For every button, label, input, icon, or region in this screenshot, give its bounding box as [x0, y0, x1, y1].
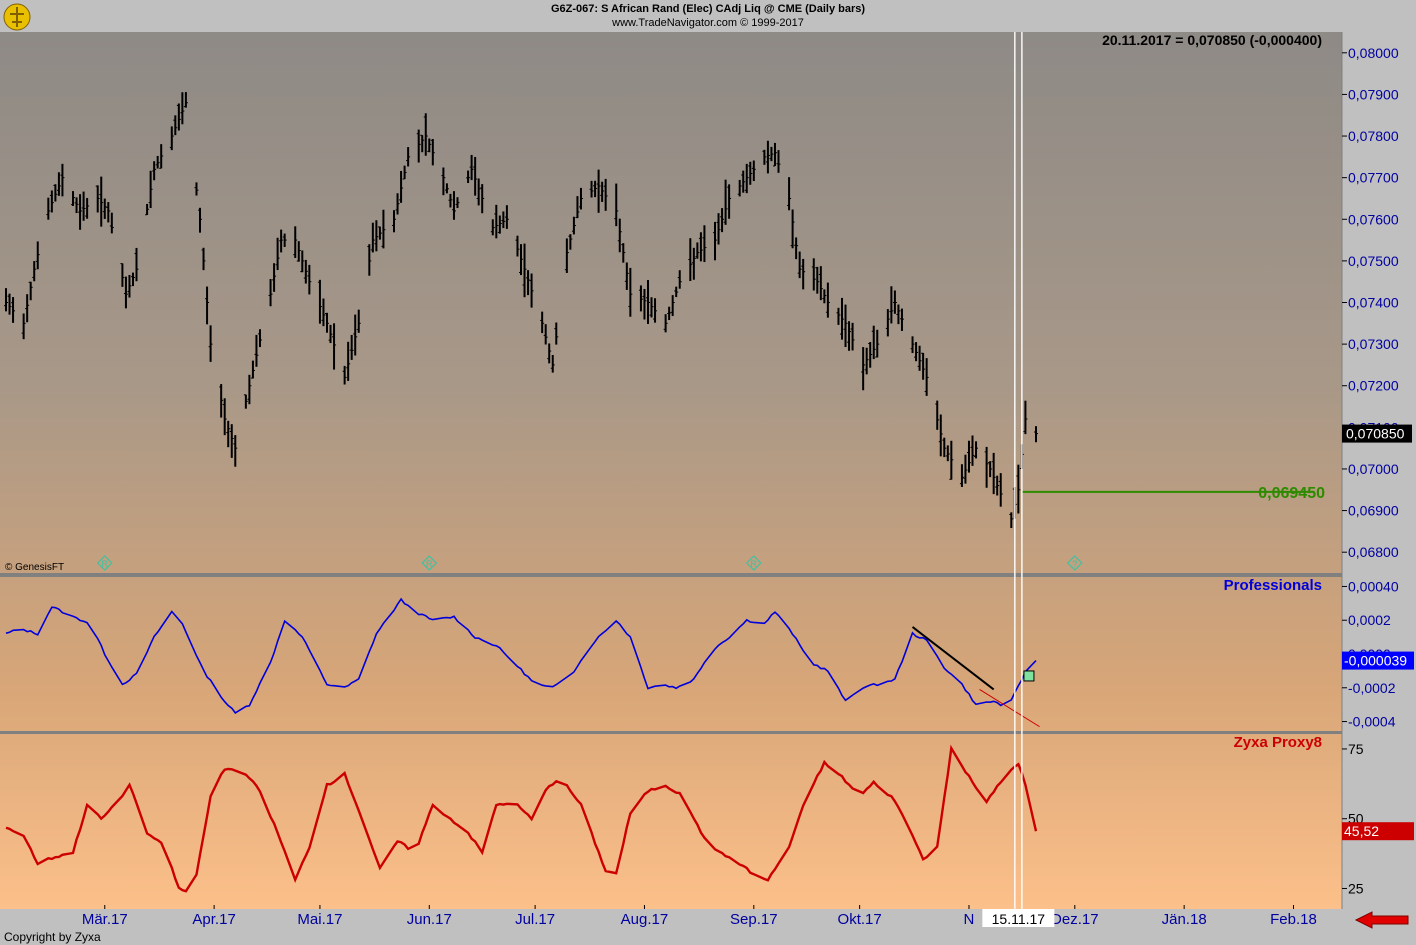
- price-y-tick-label: 0,07000: [1348, 461, 1399, 477]
- price-last-value: 0,070850: [1346, 426, 1405, 442]
- price-panel[interactable]: [4, 92, 1315, 528]
- event-marker-symbol: R: [102, 559, 109, 569]
- plot-background: [0, 32, 1342, 909]
- event-marker-symbol: R: [751, 559, 758, 569]
- price-y-tick-label: 0,07400: [1348, 295, 1399, 311]
- event-marker-symbol: R: [426, 559, 433, 569]
- professionals-title: Professionals: [1224, 577, 1322, 594]
- event-diamond-icon: [96, 555, 113, 571]
- indicator-y-tick-label: 75: [1348, 741, 1364, 757]
- copyright-text: Copyright by Zyxa: [4, 930, 101, 944]
- chart-labels: 0,069450 20.11.2017 = 0,070850 (-0,000400…: [5, 32, 1325, 751]
- trendline: [911, 626, 995, 691]
- cursor-lines: [1014, 32, 1023, 909]
- x-tick-label: Okt.17: [838, 911, 882, 928]
- zyxa-proxy8-title: Zyxa Proxy8: [1234, 734, 1322, 751]
- x-tick-label: Sep.17: [730, 911, 778, 928]
- price-readout: 20.11.2017 = 0,070850 (-0,000400): [1102, 32, 1322, 48]
- cursor-date-box: [982, 909, 1055, 927]
- professionals-line: [5, 597, 1037, 714]
- event-diamond-icon: [745, 555, 762, 571]
- price-y-tick-label: 0,08000: [1348, 45, 1399, 61]
- price-y-tick-label: 0,07700: [1348, 170, 1399, 186]
- indicator-y-tick-label: 0,00040: [1348, 578, 1399, 594]
- price-y-tick-label: 0,07800: [1348, 128, 1399, 144]
- x-tick-label: Aug.17: [621, 911, 669, 928]
- trader-logo-icon[interactable]: [2, 2, 32, 32]
- zyxa-proxy8-line: [5, 744, 1038, 893]
- x-axis-background: [0, 909, 1416, 945]
- chart-subtitle: www.TradeNavigator.com © 1999-2017: [612, 17, 804, 29]
- event-marker-symbol: ?: [1072, 559, 1077, 569]
- indicator-last-value-box: [1342, 822, 1414, 841]
- price-y-tick-label: 0,06900: [1348, 503, 1399, 519]
- price-y-tick-label: 0,07300: [1348, 336, 1399, 352]
- indicator-last-value-box: [1342, 651, 1414, 670]
- scroll-left-arrow-icon[interactable]: [1354, 910, 1410, 930]
- indicator-y-tick-label: 25: [1348, 880, 1364, 896]
- panel-separator-2[interactable]: [0, 731, 1342, 734]
- indicator-last-value: -0,000039: [1344, 653, 1407, 669]
- cursor-date-label: 15.11.17: [992, 911, 1046, 927]
- indicator-y-tick-label: -0,0004: [1348, 714, 1396, 730]
- chart-header: G6Z-067: S African Rand (Elec) CAdj Liq …: [0, 0, 1416, 32]
- x-tick-label: Mai.17: [297, 911, 342, 928]
- trendline: [979, 689, 1040, 728]
- x-tick-label: Dez.17: [1051, 911, 1099, 928]
- price-y-tick-label: 0,07500: [1348, 253, 1399, 269]
- genesis-watermark: © GenesisFT: [5, 562, 64, 573]
- x-tick-label: N: [964, 911, 975, 928]
- x-tick-label: Jul.17: [515, 911, 555, 928]
- price-y-tick-label: 0,06800: [1348, 544, 1399, 560]
- event-diamond-icon: [421, 555, 438, 571]
- zyxa-proxy8-panel[interactable]: [5, 744, 1038, 893]
- x-tick-label: Feb.18: [1270, 911, 1317, 928]
- panel-separator-1[interactable]: [0, 573, 1342, 577]
- price-y-tick-label: 0,07900: [1348, 86, 1399, 102]
- x-tick-label: Apr.17: [192, 911, 235, 928]
- event-diamond-icon: [1066, 555, 1083, 571]
- chart-title: G6Z-067: S African Rand (Elec) CAdj Liq …: [550, 3, 866, 15]
- x-tick-label: Jun.17: [407, 911, 452, 928]
- price-y-tick-label: 0,07200: [1348, 378, 1399, 394]
- x-tick-label: Jän.18: [1162, 911, 1207, 928]
- professionals-panel[interactable]: [5, 597, 1040, 728]
- y-axis-background: [1342, 32, 1416, 909]
- indicator-last-value: 45,52: [1344, 823, 1379, 839]
- signal-box: [1023, 670, 1035, 682]
- indicator-y-tick-label: 0,0002: [1348, 612, 1391, 628]
- x-tick-label: Mär.17: [82, 911, 128, 928]
- axes: 0,068000,069000,070000,071000,072000,073…: [82, 45, 1414, 928]
- event-markers: R R R?: [96, 555, 1083, 571]
- price-y-tick-label: 0,07600: [1348, 211, 1399, 227]
- price-last-value-box: [1342, 424, 1412, 443]
- target-level-label: 0,069450: [1258, 485, 1325, 502]
- indicator-y-tick-label: -0,0002: [1348, 680, 1396, 696]
